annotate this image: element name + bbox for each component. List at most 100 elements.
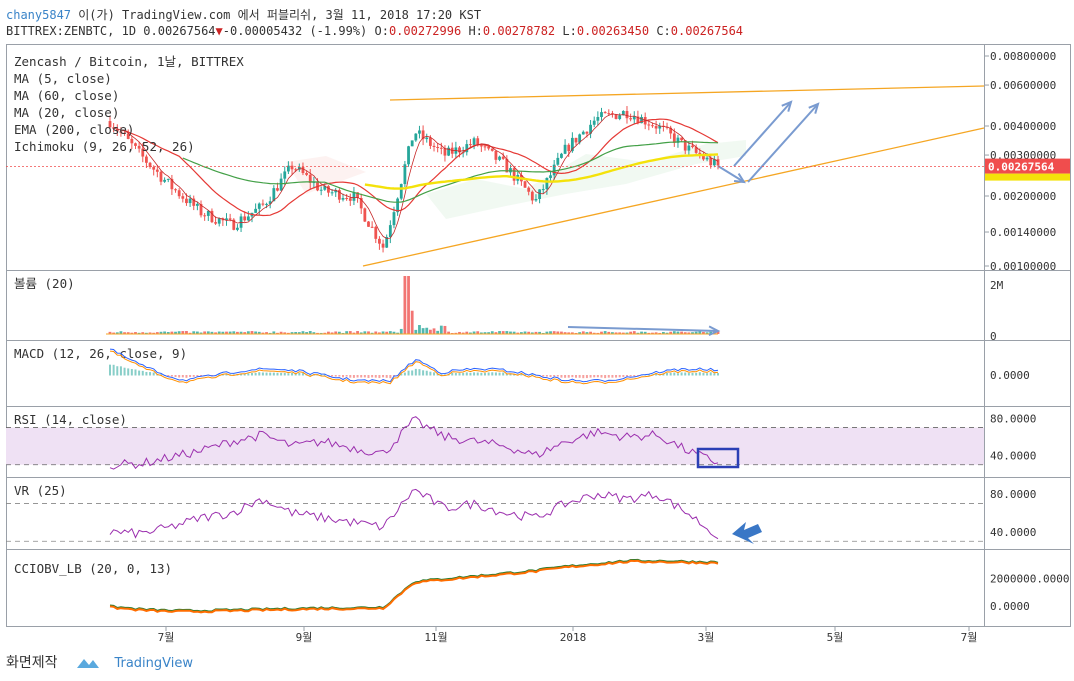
volume-bar bbox=[217, 331, 221, 334]
ichimoku-cloud bbox=[286, 156, 366, 194]
macd-histogram-bar bbox=[520, 373, 523, 376]
macd-histogram-bar bbox=[505, 373, 508, 376]
volume-bar bbox=[290, 332, 294, 334]
volume-bar bbox=[578, 332, 582, 334]
candle-body bbox=[348, 198, 352, 201]
volume-bar bbox=[188, 332, 192, 334]
macd-histogram-bar bbox=[676, 373, 679, 376]
volume-bar bbox=[159, 331, 163, 334]
macd-histogram-bar bbox=[189, 375, 192, 378]
macd-histogram-bar bbox=[400, 373, 403, 376]
candle-body bbox=[246, 216, 250, 221]
volume-bar bbox=[563, 332, 567, 334]
candle-body bbox=[232, 219, 236, 230]
macd-histogram-bar bbox=[473, 372, 476, 376]
volume-bar bbox=[265, 332, 268, 334]
volume-bar bbox=[166, 332, 170, 334]
volume-bar bbox=[607, 331, 611, 334]
candle-body bbox=[421, 130, 425, 140]
candle-body bbox=[181, 196, 185, 199]
volume-bar bbox=[239, 331, 243, 334]
candle-body bbox=[265, 203, 268, 205]
volume-bar bbox=[170, 331, 174, 334]
macd-histogram-bar bbox=[352, 375, 355, 378]
tradingview-link[interactable]: TradingView bbox=[114, 656, 193, 671]
macd-histogram-bar bbox=[662, 373, 665, 376]
volume-bar bbox=[516, 332, 520, 334]
volume-bar bbox=[410, 310, 414, 334]
high-label: H: bbox=[468, 24, 483, 38]
volume-bar bbox=[199, 332, 203, 334]
volume-bar bbox=[443, 325, 447, 334]
volume-bar bbox=[134, 332, 137, 334]
legend-item: MA (5, close) bbox=[14, 71, 112, 86]
macd-histogram-bar bbox=[513, 373, 516, 376]
macd-histogram-bar bbox=[141, 370, 144, 376]
volume-bar bbox=[327, 331, 330, 334]
volume-bar bbox=[454, 332, 458, 334]
candle-body bbox=[702, 155, 705, 160]
macd-histogram-bar bbox=[374, 375, 377, 378]
macd-histogram-bar bbox=[287, 373, 290, 376]
macd-histogram-bar bbox=[695, 372, 698, 376]
chart-canvas[interactable]: 0.008000000.006000000.004000000.00300000… bbox=[6, 44, 1072, 646]
candle-body bbox=[185, 198, 188, 204]
candle-body bbox=[195, 203, 199, 206]
candle-body bbox=[498, 156, 501, 160]
candle-body bbox=[152, 167, 156, 170]
candle-body bbox=[381, 243, 385, 248]
macd-histogram-bar bbox=[152, 372, 155, 376]
legend-item: Zencash / Bitcoin, 1날, BITTREX bbox=[14, 54, 244, 69]
candle-body bbox=[403, 164, 407, 185]
macd-histogram-bar bbox=[356, 375, 359, 378]
volume-bar bbox=[148, 332, 152, 334]
candle-body bbox=[261, 203, 265, 205]
candle-body bbox=[378, 238, 381, 244]
candle-body bbox=[570, 137, 574, 152]
macd-histogram-bar bbox=[691, 372, 694, 376]
price-axis-label: 0.00800000 bbox=[990, 50, 1056, 63]
macd-histogram-bar bbox=[342, 375, 345, 378]
candle-body bbox=[523, 181, 527, 188]
candle-body bbox=[658, 125, 662, 129]
candle-body bbox=[596, 117, 600, 121]
volume-bar bbox=[501, 331, 505, 334]
volume-bar bbox=[509, 331, 512, 334]
macd-histogram-bar bbox=[134, 369, 137, 376]
macd-histogram-bar bbox=[451, 372, 454, 376]
projection-arrow bbox=[717, 165, 745, 183]
volume-bar bbox=[250, 331, 254, 334]
candle-body bbox=[527, 187, 531, 192]
macd-histogram-bar bbox=[414, 368, 417, 376]
candle-body bbox=[137, 145, 141, 149]
macd-histogram-bar bbox=[323, 374, 326, 376]
macd-histogram-bar bbox=[575, 375, 578, 378]
macd-histogram-bar bbox=[360, 375, 363, 378]
volume-bar bbox=[527, 331, 531, 334]
candle-body bbox=[192, 198, 196, 206]
candle-body bbox=[669, 127, 673, 134]
cci-label: CCIOBV_LB (20, 0, 13) bbox=[14, 561, 172, 576]
candle-body bbox=[621, 110, 625, 116]
macd-histogram-bar bbox=[385, 375, 388, 378]
macd-histogram-bar bbox=[440, 374, 443, 376]
candle-body bbox=[563, 144, 567, 154]
macd-histogram-bar bbox=[338, 375, 341, 377]
volume-axis-label: 0 bbox=[990, 330, 997, 343]
candle-body bbox=[418, 130, 421, 134]
macd-histogram-bar bbox=[178, 375, 181, 378]
close-value: 0.00267564 bbox=[670, 24, 744, 38]
volume-bar bbox=[370, 332, 374, 334]
macd-line bbox=[109, 348, 719, 383]
macd-histogram-bar bbox=[109, 364, 111, 376]
macd-label: MACD (12, 26, close, 9) bbox=[14, 346, 187, 361]
macd-histogram-bar bbox=[210, 375, 213, 376]
volume-bar bbox=[352, 332, 356, 334]
author-link[interactable]: chany5847 bbox=[6, 8, 72, 22]
volume-bar bbox=[185, 331, 188, 334]
volume-bar bbox=[119, 331, 123, 334]
candle-body bbox=[123, 132, 126, 134]
candle-body bbox=[225, 218, 228, 221]
candle-body bbox=[130, 138, 134, 144]
volume-bar bbox=[319, 332, 323, 334]
